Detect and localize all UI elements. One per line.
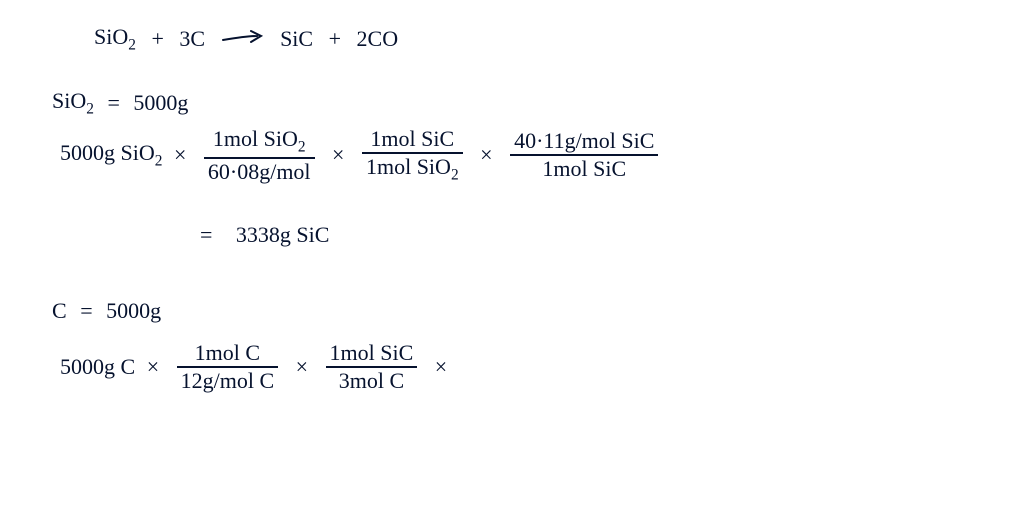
calc1-chain: 5000g SiO2 × 1mol SiO2 60·08g/mol × 1mol… (60, 128, 664, 183)
times-1b: × (332, 144, 344, 166)
c-coef: 3 (179, 26, 190, 51)
reactant-c: 3C (179, 28, 205, 50)
calc1-f2-den-text: 1mol SiO (366, 154, 451, 179)
equals-3: = (80, 300, 92, 322)
sio2-given: SiO2 = 5000g (52, 90, 188, 117)
sio2-label: SiO2 (52, 90, 94, 117)
times-2a: × (147, 356, 159, 378)
equals-2: = (200, 224, 212, 246)
c-label: C (52, 300, 67, 322)
calc2-f2-num: 1mol SiC (326, 342, 418, 366)
calc2-f1-den: 12g/mol C (177, 366, 279, 392)
calc2-f1-num: 1mol C (177, 342, 279, 366)
reaction-equation: SiO2 + 3C SiC + 2CO (94, 26, 398, 53)
calc1-frac1: 1mol SiO2 60·08g/mol (204, 128, 315, 183)
calc1-f2-num: 1mol SiC (362, 128, 463, 152)
sio2-label-text: SiO (52, 88, 86, 113)
calc1-f1-num: 1mol SiO2 (204, 128, 315, 157)
arrow-icon (221, 28, 265, 50)
calc1-f1-num-text: 1mol SiO (213, 126, 298, 151)
plus-1: + (151, 28, 163, 50)
product-sic: SiC (280, 28, 313, 50)
calc2-frac2: 1mol SiC 3mol C (326, 342, 418, 392)
calc1-f3-num: 40·11g/mol SiC (510, 130, 658, 154)
calc1-result: = 3338g SiC (200, 222, 329, 246)
times-2b: × (296, 356, 308, 378)
c-text: C (190, 26, 205, 51)
co-coef: 2 (357, 26, 368, 51)
calc1-f2-den-sub: 2 (451, 166, 459, 183)
plus-2: + (329, 28, 341, 50)
calc2-chain: 5000g C × 1mol C 12g/mol C × 1mol SiC 3m… (60, 342, 453, 392)
calc1-lead-text: 5000g SiO (60, 140, 155, 165)
calc1-frac2: 1mol SiC 1mol SiO2 (362, 128, 463, 183)
times-2c: × (435, 356, 447, 378)
sio2-mass: 5000g (133, 92, 188, 114)
reactant-sio2: SiO2 (94, 26, 136, 53)
sio2-label-sub: 2 (86, 100, 94, 117)
calc2-frac1: 1mol C 12g/mol C (177, 342, 279, 392)
c-given: C = 5000g (52, 298, 161, 322)
equals-1: = (107, 92, 119, 114)
sio2-sub: 2 (128, 36, 136, 53)
calc2-lead: 5000g C (60, 356, 135, 378)
times-1a: × (174, 144, 186, 166)
calc1-frac3: 40·11g/mol SiC 1mol SiC (510, 130, 658, 180)
calc2-f2-den: 3mol C (326, 366, 418, 392)
co-text: CO (368, 26, 399, 51)
calc1-lead-sub: 2 (155, 152, 163, 169)
sio2-text: SiO (94, 24, 128, 49)
calc1-f1-den: 60·08g/mol (204, 157, 315, 183)
times-1c: × (480, 144, 492, 166)
c-mass: 5000g (106, 300, 161, 322)
calc1-f1-num-sub: 2 (298, 138, 306, 155)
calc1-f3-den: 1mol SiC (510, 154, 658, 180)
result-sic: 3338g SiC (236, 224, 330, 246)
calc1-lead: 5000g SiO2 (60, 142, 162, 169)
product-co: 2CO (357, 28, 399, 50)
calc1-f2-den: 1mol SiO2 (362, 152, 463, 183)
